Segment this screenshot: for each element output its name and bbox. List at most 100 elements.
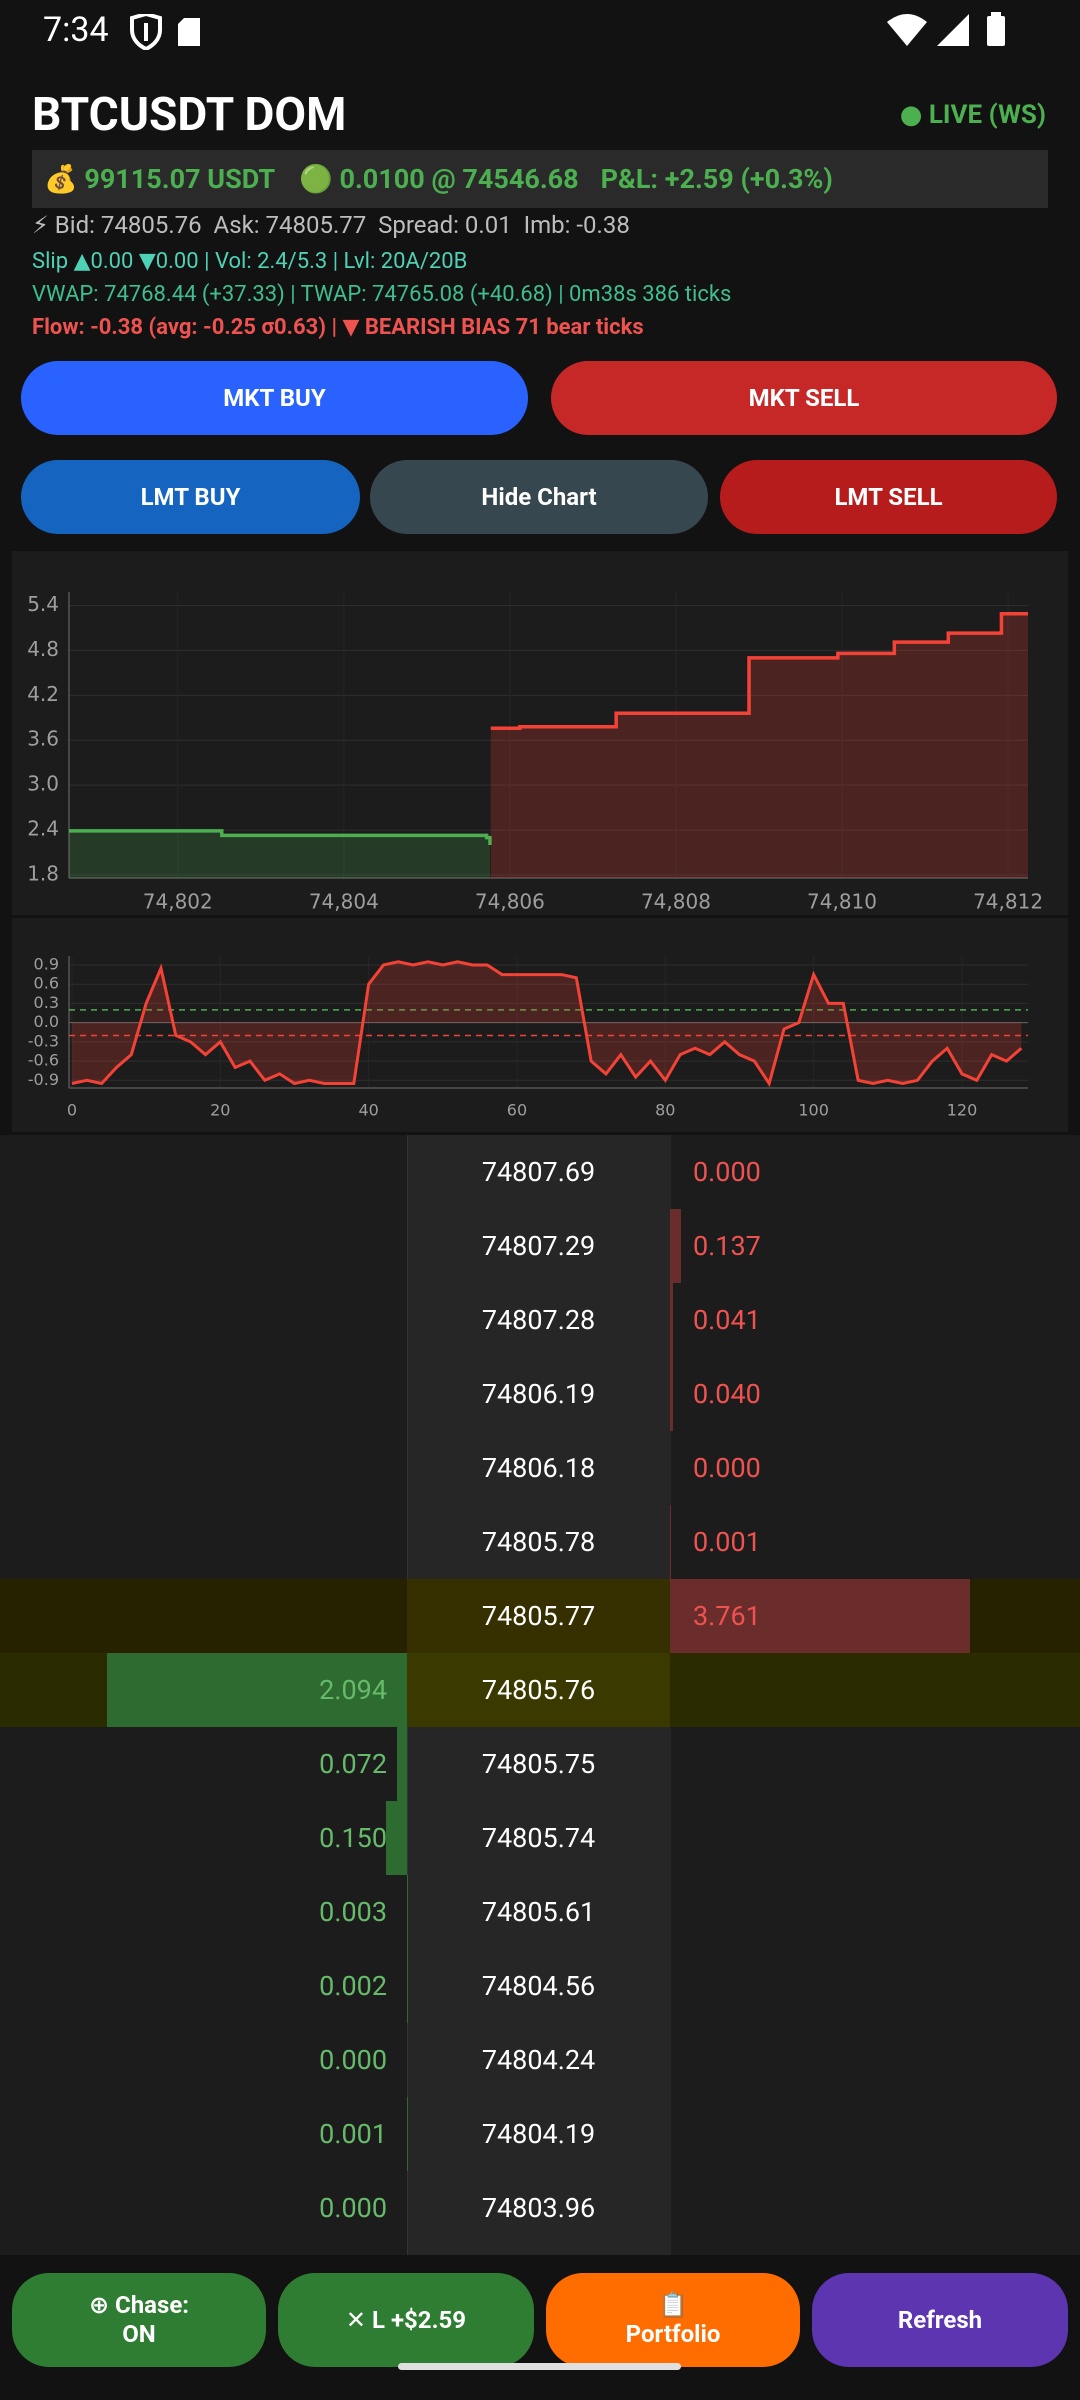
depth-area <box>69 830 490 878</box>
nav-handle <box>398 2363 681 2370</box>
book-row: 0.150 74805.74 <box>0 1801 1080 1875</box>
bid-qty: 0.072 <box>319 1748 387 1780</box>
lmt-sell-button[interactable]: LMT SELL <box>720 460 1057 534</box>
book-row: 0.000 74804.24 <box>0 2023 1080 2097</box>
y-tick-label: 3.6 <box>27 727 59 751</box>
book-row: 0.000 74803.96 <box>0 2171 1080 2245</box>
y-tick-label: 4.8 <box>27 637 59 661</box>
refresh-button[interactable]: Refresh <box>812 2273 1068 2367</box>
x-tick-label: 40 <box>358 1101 378 1120</box>
position: 🟢 0.0100 @ 74546.68 <box>299 163 579 195</box>
price: 74805.61 <box>481 1896 596 1928</box>
x-tick-label: 120 <box>947 1101 978 1120</box>
price: 74803.96 <box>481 2192 596 2224</box>
book-row: 0.001 74804.19 <box>0 2097 1080 2171</box>
bid-qty: 0.001 <box>319 2118 387 2150</box>
chase-button[interactable]: ⊕ Chase: ON <box>12 2273 266 2367</box>
live-status: ● LIVE (WS) <box>899 100 1046 130</box>
y-tick-label: 0.6 <box>34 974 59 993</box>
flow-line: Flow: -0.38 (avg: -0.25 σ0.63) | ▼ BEARI… <box>32 315 644 340</box>
ask-qty: 0.000 <box>693 1452 761 1484</box>
bid-qty: 2.094 <box>319 1674 387 1706</box>
pnl: P&L: +2.59 (+0.3%) <box>600 163 833 195</box>
x-tick-label: 74,806 <box>475 890 545 914</box>
price: 74805.77 <box>481 1600 596 1632</box>
book-row: 0.000 74806.18 <box>0 1431 1080 1505</box>
x-tick-label: 60 <box>507 1101 527 1120</box>
ask-bar <box>670 1209 681 1283</box>
price-highlight <box>407 1653 670 1727</box>
bid-bar <box>385 1801 407 1875</box>
depth-area <box>490 613 1028 878</box>
bid-bar <box>396 1727 407 1801</box>
hide-chart-button[interactable]: Hide Chart <box>370 460 708 534</box>
y-tick-label: 0.0 <box>34 1012 59 1031</box>
ask-qty: 0.041 <box>693 1304 761 1336</box>
bid-qty: 0.000 <box>319 2192 387 2224</box>
ask-qty: 0.001 <box>693 1526 761 1558</box>
close-position-button[interactable]: ✕ L +$2.59 <box>278 2273 534 2367</box>
book-row: 0.000 74807.69 <box>0 1135 1080 1209</box>
price: 74805.75 <box>481 1748 596 1780</box>
y-tick-label: -0.3 <box>28 1031 59 1050</box>
slip-line: Slip ▲0.00 ▼0.00 | Vol: 2.4/5.3 | Lvl: 2… <box>32 249 468 274</box>
x-tick-label: 74,802 <box>143 890 213 914</box>
price: 74805.76 <box>481 1674 596 1706</box>
book-row: 0.041 74807.28 <box>0 1283 1080 1357</box>
order-book: 0.000 74807.69 0.137 74807.29 0.041 74807.28 0… <box>0 1135 1080 2255</box>
quote-line: ⚡ Bid: 74805.76 Ask: 74805.77 Spread: 0.… <box>32 211 630 239</box>
bid-qty: 0.003 <box>319 1896 387 1928</box>
price: 74807.28 <box>481 1304 596 1336</box>
price: 74804.56 <box>481 1970 596 2002</box>
mkt-buy-button[interactable]: MKT BUY <box>21 361 528 435</box>
ask-qty: 3.761 <box>693 1600 761 1632</box>
status-icons-right <box>887 12 1005 46</box>
book-row: 0.003 74805.61 <box>0 1875 1080 1949</box>
depth-chart: 1.8 2.4 3.0 3.6 4.2 4.8 5.4 74,802 74,804 74,806 7… <box>12 551 1068 915</box>
y-tick-label: 5.4 <box>27 592 59 616</box>
book-row: 0.001 74805.78 <box>0 1505 1080 1579</box>
price: 74804.19 <box>481 2118 596 2150</box>
bid-qty: 0.002 <box>319 1970 387 2002</box>
book-row: 0.040 74806.19 <box>0 1357 1080 1431</box>
price: 74806.19 <box>481 1378 596 1410</box>
x-tick-label: 74,812 <box>973 890 1043 914</box>
x-tick-label: 74,810 <box>807 890 877 914</box>
y-tick-label: 3.0 <box>27 772 59 796</box>
balance: 💰 99115.07 USDT <box>44 163 276 195</box>
price: 74806.18 <box>481 1452 596 1484</box>
vwap-line: VWAP: 74768.44 (+37.33) | TWAP: 74765.08… <box>32 282 732 307</box>
book-row: 3.761 74805.77 <box>0 1579 1080 1653</box>
bid-bar <box>107 1653 407 1727</box>
y-tick-label: 4.2 <box>27 682 59 706</box>
ask-bar <box>670 1579 970 1653</box>
y-tick-label: 0.9 <box>34 954 59 973</box>
price: 74805.78 <box>481 1526 596 1558</box>
ask-qty: 0.137 <box>693 1230 761 1262</box>
ask-qty: 0.000 <box>693 1156 761 1188</box>
x-tick-label: 80 <box>655 1101 675 1120</box>
flow-area <box>71 961 1022 1084</box>
depth-line <box>69 829 492 846</box>
x-tick-label: 74,808 <box>641 890 711 914</box>
mkt-sell-button[interactable]: MKT SELL <box>551 361 1057 435</box>
book-row: 0.137 74807.29 <box>0 1209 1080 1283</box>
portfolio-button[interactable]: 📋 Portfolio <box>546 2273 800 2367</box>
y-tick-label: 0.3 <box>34 993 59 1012</box>
x-tick-label: 20 <box>210 1101 230 1120</box>
book-row: 0.002 74804.56 <box>0 1949 1080 2023</box>
ask-qty: 0.040 <box>693 1378 761 1410</box>
bid-qty: 0.000 <box>319 2044 387 2076</box>
y-tick-label: -0.9 <box>28 1070 59 1089</box>
status-icons-left <box>130 14 200 50</box>
price-highlight <box>407 1579 670 1653</box>
ask-bar <box>670 1357 674 1431</box>
flow-chart: 0.90.60.30.0-0.3-0.6-0.9 0 20 40 60 80 100 120 <box>12 918 1068 1132</box>
price: 74805.74 <box>481 1822 596 1854</box>
y-tick-label: 1.8 <box>27 862 59 886</box>
status-time: 7:34 <box>43 10 109 50</box>
y-tick-label: 2.4 <box>27 817 59 841</box>
book-row: 0.072 74805.75 <box>0 1727 1080 1801</box>
lmt-buy-button[interactable]: LMT BUY <box>21 460 360 534</box>
